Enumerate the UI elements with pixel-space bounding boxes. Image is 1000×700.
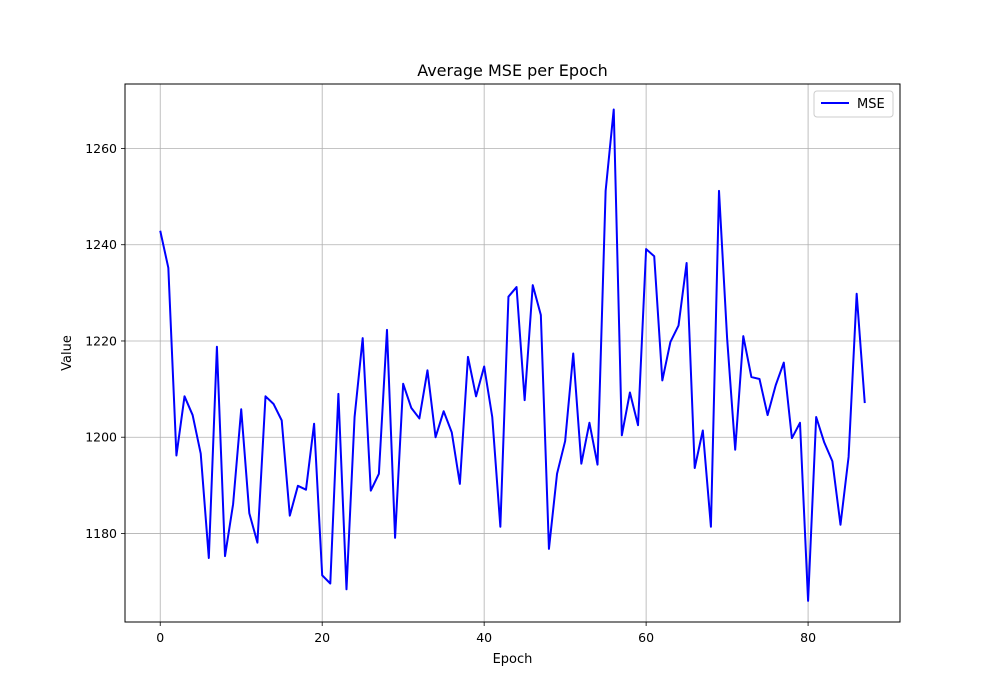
x-tick-label: 40 xyxy=(476,630,492,645)
grid-lines xyxy=(125,84,900,622)
y-tick-label: 1220 xyxy=(85,333,117,348)
x-tick-label: 0 xyxy=(156,630,164,645)
y-tick-label: 1240 xyxy=(85,237,117,252)
chart-title: Average MSE per Epoch xyxy=(417,61,608,80)
x-tick-label: 80 xyxy=(800,630,816,645)
x-axis-label: Epoch xyxy=(493,652,533,667)
y-axis-ticks: 1180 1200 1220 1240 1260 xyxy=(85,141,125,541)
y-tick-label: 1180 xyxy=(85,526,117,541)
series-line-mse xyxy=(159,108,866,602)
x-tick-label: 20 xyxy=(314,630,330,645)
legend-label-mse: MSE xyxy=(857,97,885,112)
y-tick-label: 1260 xyxy=(85,141,117,156)
legend-box xyxy=(813,90,894,118)
x-tick-label: 60 xyxy=(638,630,654,645)
legend: MSE xyxy=(813,90,894,118)
series-layer xyxy=(159,108,866,602)
y-axis-label: Value xyxy=(60,335,75,371)
plot-frame xyxy=(124,83,901,623)
x-axis-ticks: 0 20 40 60 80 xyxy=(156,622,816,645)
y-tick-label: 1200 xyxy=(85,430,117,445)
